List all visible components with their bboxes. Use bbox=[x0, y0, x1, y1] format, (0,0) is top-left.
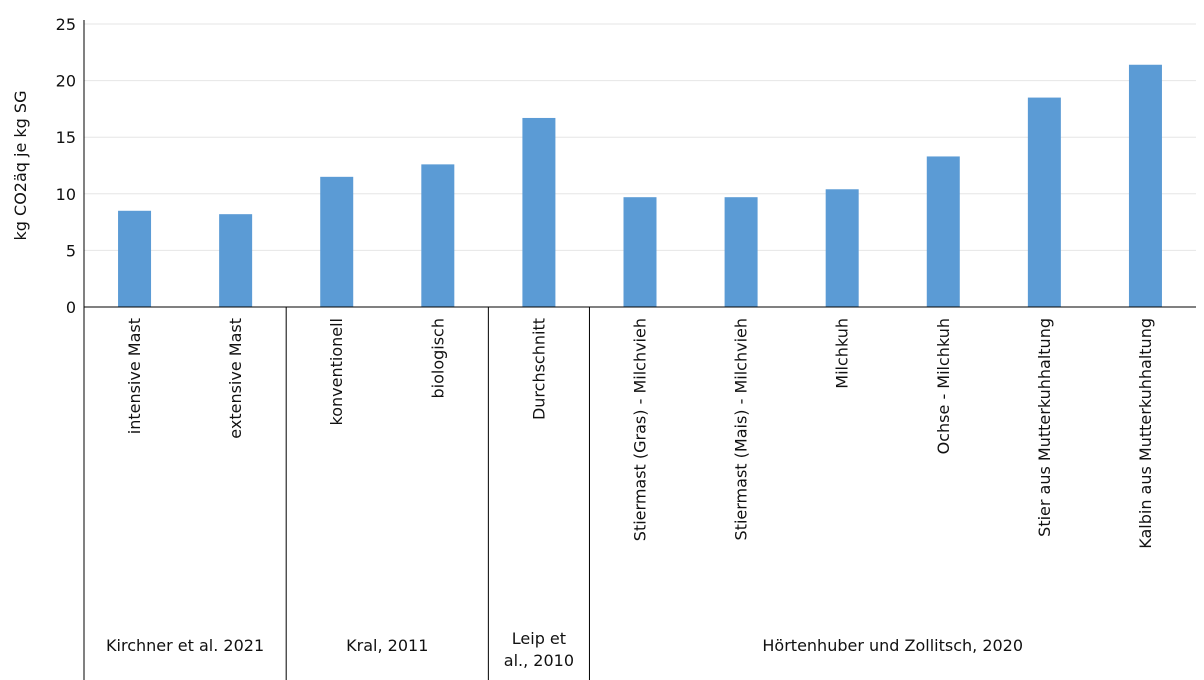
y-axis-ticks: 0 5 10 15 20 25 bbox=[56, 15, 76, 317]
bar bbox=[421, 164, 455, 307]
group-labels: Kirchner et al. 2021 Kral, 2011 Leip et al.… bbox=[106, 629, 1023, 670]
category-label: Stier aus Mutterkuhhaltung bbox=[1035, 318, 1054, 537]
category-label: konventionell bbox=[327, 318, 346, 425]
category-label: Stiermast (Gras) - Milchvieh bbox=[631, 318, 650, 541]
bar bbox=[219, 214, 253, 307]
bar bbox=[118, 210, 152, 307]
category-label: biologisch bbox=[428, 318, 447, 399]
bar bbox=[1027, 97, 1061, 307]
bar bbox=[724, 197, 758, 307]
category-label: Stiermast (Mais) - Milchvieh bbox=[732, 318, 751, 540]
bar bbox=[825, 189, 859, 307]
gridlines bbox=[84, 23, 1196, 251]
category-label: intensive Mast bbox=[125, 318, 144, 434]
bar bbox=[623, 197, 657, 307]
group-label: al., 2010 bbox=[504, 651, 574, 670]
bar bbox=[320, 176, 354, 307]
bar bbox=[522, 117, 556, 308]
group-label: Leip et bbox=[512, 629, 566, 648]
category-labels: intensive Mast extensive Mast konventionel… bbox=[125, 318, 1155, 549]
category-label: Durchschnitt bbox=[529, 318, 548, 420]
y-tick-label: 0 bbox=[66, 298, 76, 317]
bar bbox=[926, 156, 960, 307]
bars bbox=[118, 64, 1162, 308]
group-label: Kirchner et al. 2021 bbox=[106, 636, 264, 655]
category-label: Milchkuh bbox=[833, 318, 852, 389]
y-tick-label: 5 bbox=[66, 241, 76, 260]
y-axis-label: kg CO2äq je kg SG bbox=[11, 91, 30, 241]
bar bbox=[1128, 64, 1162, 307]
category-label: Kalbin aus Mutterkuhhaltung bbox=[1136, 318, 1155, 549]
y-tick-label: 20 bbox=[56, 72, 76, 91]
group-label: Kral, 2011 bbox=[346, 636, 428, 655]
group-label: Hörtenhuber und Zollitsch, 2020 bbox=[762, 636, 1023, 655]
y-tick-label: 10 bbox=[56, 185, 76, 204]
y-tick-label: 25 bbox=[56, 15, 76, 34]
category-label: extensive Mast bbox=[226, 318, 245, 439]
y-tick-label: 15 bbox=[56, 128, 76, 147]
axes bbox=[83, 20, 1196, 680]
category-label: Ochse - Milchkuh bbox=[934, 318, 953, 454]
